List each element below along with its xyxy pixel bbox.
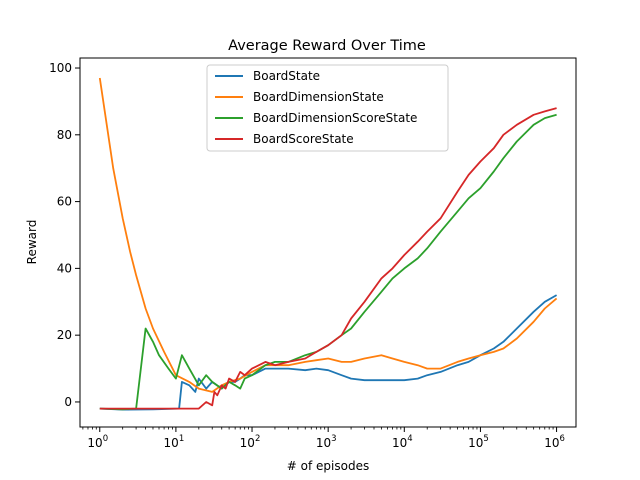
series-line-3: [99, 113, 557, 411]
y-tick-label: 0: [64, 395, 72, 409]
y-tick-label: 80: [57, 128, 72, 142]
x-tick-label: 100: [87, 434, 108, 450]
series-line-2: [98, 77, 558, 393]
series-line-4: [99, 107, 557, 410]
legend-label-3: BoardDimensionScoreState: [253, 111, 417, 125]
x-axis-title: # of episodes: [287, 459, 369, 473]
series-layer: [98, 77, 558, 411]
x-tick-label: 105: [468, 434, 489, 450]
y-tick-label: 60: [57, 195, 72, 209]
legend-label-1: BoardState: [253, 69, 320, 83]
x-axis: 100 101 102 103 104 105 106: [82, 427, 565, 450]
series-line-1: [99, 294, 558, 411]
y-tick-label: 20: [57, 328, 72, 342]
y-axis-title: Reward: [25, 220, 39, 265]
chart-title: Average Reward Over Time: [228, 38, 426, 54]
y-tick-label: 100: [49, 61, 72, 75]
legend: BoardState BoardDimensionState BoardDimens…: [206, 64, 449, 152]
x-tick-label: 104: [392, 434, 413, 450]
x-tick-label: 101: [164, 434, 185, 450]
legend-box: [206, 64, 449, 152]
x-tick-label: 103: [316, 434, 337, 450]
legend-label-2: BoardDimensionState: [253, 90, 384, 104]
legend-label-4: BoardScoreState: [253, 132, 354, 146]
x-tick-label: 102: [240, 434, 261, 450]
y-axis: 0 20 40 60 80 100: [49, 61, 80, 409]
y-tick-label: 40: [57, 261, 72, 275]
x-tick-label: 106: [544, 434, 565, 450]
